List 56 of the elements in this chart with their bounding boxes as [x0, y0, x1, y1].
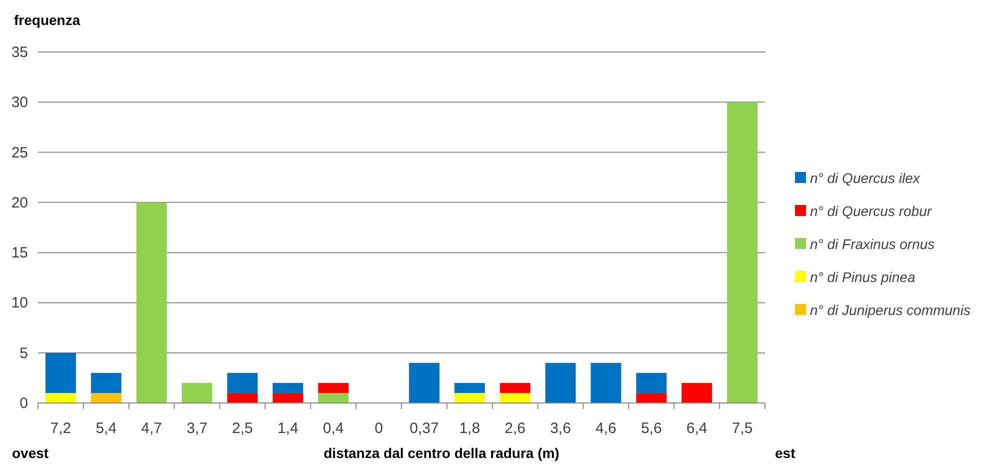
legend-label: n° di Fraxinus ornus: [810, 236, 935, 252]
x-tick-label: 4,6: [596, 420, 616, 437]
bar: [454, 382, 485, 393]
y-tick-label: 0: [20, 395, 28, 412]
bar: [545, 362, 576, 403]
y-tick-label: 25: [11, 144, 28, 162]
y-tick-label: 15: [11, 244, 28, 262]
bar: [182, 382, 212, 403]
x-tick-label: 6,4: [686, 420, 708, 437]
x-tick-label: 5,4: [96, 420, 117, 437]
bar: [727, 102, 758, 403]
x-tick-label: 1,4: [277, 420, 298, 437]
bar: [90, 392, 122, 403]
x-tick-label: 3,7: [186, 420, 208, 437]
text: est: [775, 445, 796, 461]
x-tick-label: 3,6: [550, 420, 571, 437]
legend-label: n° di Quercus ilex: [810, 170, 921, 186]
bar: [136, 202, 167, 403]
legend-label: n° di Quercus robur: [810, 203, 933, 219]
y-tick-label: 5: [20, 344, 28, 362]
legend-label: n° di Juniperus communis: [810, 302, 970, 318]
y-tick-label: 30: [11, 94, 28, 112]
bar: [272, 382, 304, 393]
bar: [682, 382, 712, 403]
bar: [636, 372, 667, 393]
bar: [636, 392, 667, 403]
bar: [500, 392, 530, 403]
bar: [318, 382, 349, 393]
bar: [454, 392, 485, 403]
bar: [500, 382, 530, 393]
legend-label: n° di Pinus pinea: [810, 269, 916, 285]
bar: [45, 392, 76, 403]
x-tick-label: 0: [374, 420, 383, 437]
x-tick-label: 2,5: [232, 420, 253, 437]
x-tick-label: 7,2: [50, 420, 72, 437]
y-tick-label: 10: [11, 294, 28, 312]
x-tick-label: 0,37: [410, 420, 439, 437]
bar: [590, 362, 622, 403]
x-tick-label: 7,5: [732, 420, 753, 437]
bar: [272, 392, 304, 403]
x-tick-label: 1,8: [459, 420, 480, 437]
x-tick-label: 5,6: [640, 420, 662, 437]
bar: [318, 392, 349, 403]
bar: [90, 372, 122, 393]
y-tick-label: 20: [11, 194, 28, 212]
x-axis-title: distanza dal centro della radura (m): [324, 445, 560, 461]
x-tick-label: 0,4: [322, 420, 344, 437]
bar: [227, 372, 258, 393]
y-axis-title: frequenza: [14, 12, 80, 28]
text: ovest: [12, 445, 49, 461]
bar: [45, 352, 76, 393]
x-tick-label: 4,7: [141, 420, 162, 437]
bar: [408, 362, 440, 403]
x-tick-label: 2,6: [504, 420, 526, 437]
bar: [227, 392, 258, 403]
y-tick-label: 35: [11, 44, 28, 61]
